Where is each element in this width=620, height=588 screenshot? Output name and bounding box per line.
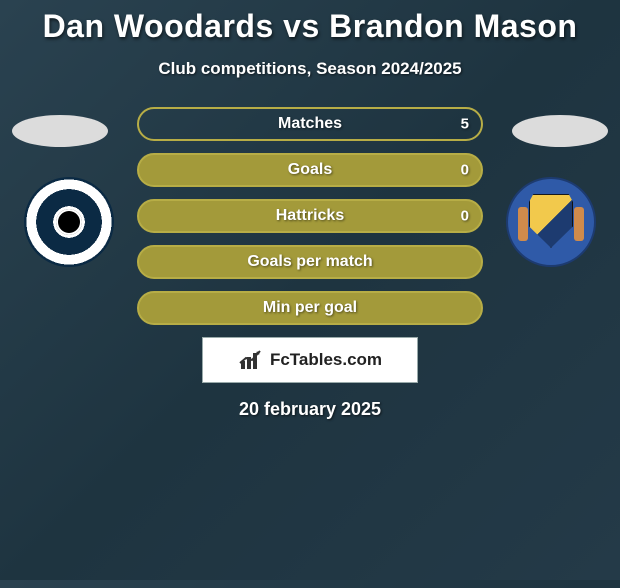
stat-right-value: 0	[461, 208, 469, 225]
stat-label: Matches	[139, 115, 481, 133]
stat-bar: Goals0	[137, 153, 483, 187]
player-right-ellipse	[512, 115, 608, 147]
stat-label: Goals per match	[139, 253, 481, 271]
stat-bar: Goals per match	[137, 245, 483, 279]
stat-label: Min per goal	[139, 299, 481, 317]
brand-text: FcTables.com	[270, 350, 382, 370]
stat-bar: Hattricks0	[137, 199, 483, 233]
stat-right-value: 0	[461, 162, 469, 179]
stat-bar: Matches5	[137, 107, 483, 141]
date-text: 20 february 2025	[0, 399, 620, 420]
stat-label: Hattricks	[139, 207, 481, 225]
chart-icon	[238, 349, 264, 371]
stat-bar: Min per goal	[137, 291, 483, 325]
stat-bars: Matches5Goals0Hattricks0Goals per matchM…	[137, 107, 483, 325]
player-left-ellipse	[12, 115, 108, 147]
stat-right-value: 5	[461, 116, 469, 133]
club-badge-right	[506, 177, 596, 267]
page-title: Dan Woodards vs Brandon Mason	[0, 8, 620, 45]
stat-label: Goals	[139, 161, 481, 179]
brand-box[interactable]: FcTables.com	[202, 337, 418, 383]
subtitle: Club competitions, Season 2024/2025	[0, 59, 620, 79]
club-badge-left	[24, 177, 114, 267]
comparison-content: Matches5Goals0Hattricks0Goals per matchM…	[0, 107, 620, 420]
